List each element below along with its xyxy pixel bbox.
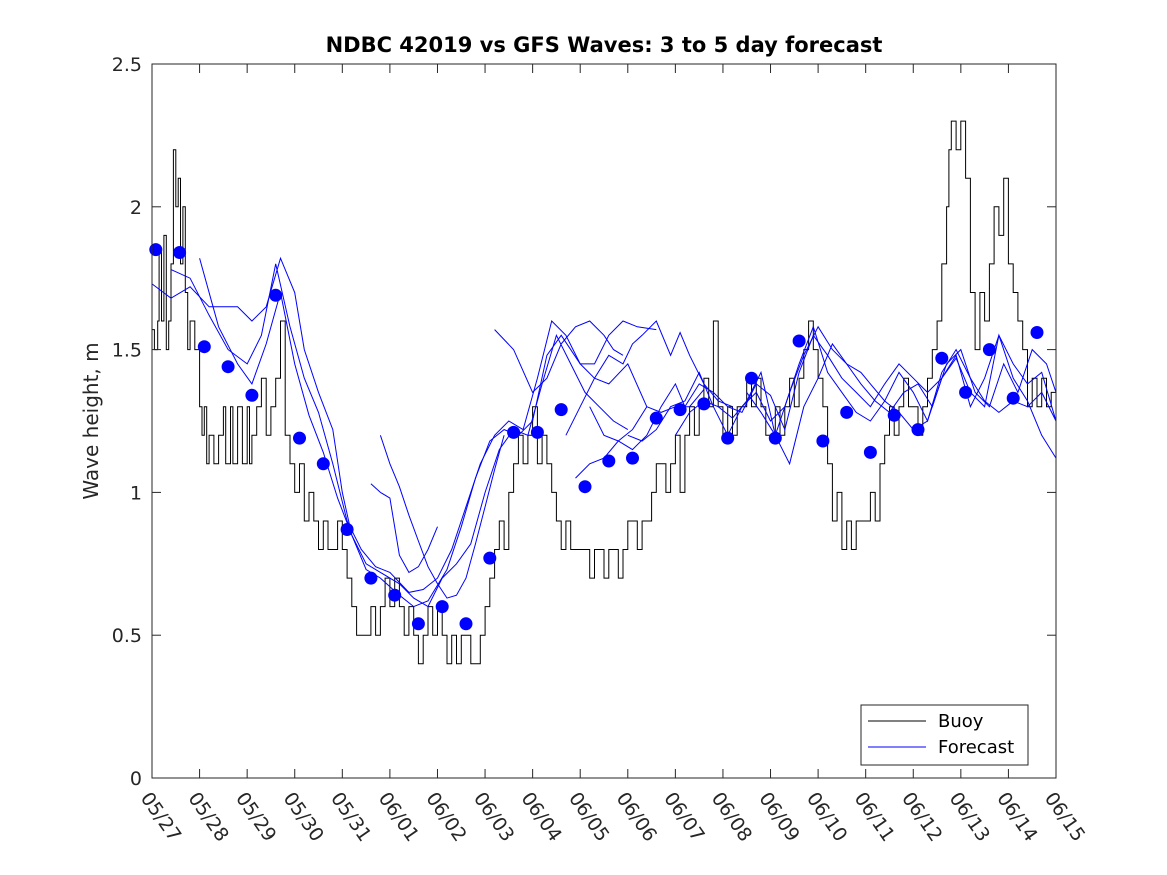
x-tick-label-7: 06/03 [469, 788, 518, 845]
x-tick-label-5: 06/01 [374, 788, 423, 845]
forecast-point-25 [745, 371, 758, 385]
x-tick-label-9: 06/05 [564, 788, 613, 845]
forecast-point-12 [435, 600, 449, 614]
x-tick-label-14: 06/10 [802, 788, 851, 845]
forecast-point-17 [554, 403, 568, 417]
forecast-point-31 [887, 408, 901, 422]
forecast-point-3 [221, 360, 235, 374]
forecast-point-19 [602, 454, 616, 468]
forecast-point-6 [293, 431, 306, 445]
forecast-line-6 [494, 320, 624, 394]
forecast-line-11 [370, 483, 438, 574]
forecast-line-5 [746, 325, 1057, 437]
legend-box [860, 704, 1029, 766]
x-tick-label-10: 06/06 [612, 788, 661, 845]
y-tick-label-3: 1.5 [112, 340, 142, 362]
forecast-point-28 [816, 434, 830, 448]
plot-area [149, 120, 1057, 665]
forecast-line-3 [589, 333, 1057, 459]
axes-frame [151, 63, 1057, 779]
x-tick-label-1: 05/28 [184, 788, 233, 845]
forecast-point-33 [935, 351, 949, 365]
forecast-point-36 [1006, 391, 1020, 405]
x-tick-label-6: 06/02 [421, 788, 470, 845]
forecast-line-4 [627, 325, 1057, 442]
x-tick-label-3: 05/30 [279, 788, 328, 845]
forecast-point-34 [959, 385, 973, 399]
forecast-line-1 [170, 263, 657, 593]
forecast-line-0 [151, 256, 629, 608]
forecast-point-14 [483, 551, 497, 565]
forecast-point-27 [792, 334, 806, 348]
x-tick-label-17: 06/13 [945, 788, 994, 845]
forecast-point-15 [507, 425, 521, 439]
forecast-point-11 [411, 617, 425, 631]
y-tick-label-2: 1 [130, 482, 142, 504]
forecast-point-5 [269, 288, 283, 302]
forecast-point-8 [340, 523, 354, 536]
x-tick-label-16: 06/12 [897, 788, 946, 845]
x-tick-label-18: 06/14 [992, 788, 1041, 845]
buoy-series-line [152, 120, 1057, 665]
forecast-point-7 [316, 457, 330, 471]
legend-forecast-label: Forecast [938, 737, 1014, 758]
y-axis-label: Wave height, m [79, 342, 103, 499]
x-tick-label-19: 06/15 [1040, 788, 1089, 845]
forecast-line-7 [565, 320, 733, 436]
forecast-point-24 [721, 431, 735, 445]
forecast-point-26 [768, 431, 782, 445]
y-tick-label-5: 2.5 [112, 54, 142, 76]
forecast-point-16 [530, 425, 544, 439]
forecast-point-20 [626, 451, 639, 465]
x-tick-label-2: 05/29 [231, 788, 280, 845]
y-tick-label-1: 0.5 [112, 625, 142, 647]
forecast-point-1 [173, 246, 187, 259]
forecast-point-18 [578, 480, 592, 494]
forecast-point-23 [697, 397, 711, 411]
legend-buoy-label: Buoy [938, 711, 984, 732]
forecast-point-35 [982, 343, 996, 357]
forecast-point-0 [149, 243, 163, 257]
forecast-line-10 [379, 435, 505, 599]
forecast-point-22 [673, 403, 687, 417]
y-tick-label-4: 2 [130, 197, 142, 219]
forecast-point-37 [1030, 326, 1044, 339]
forecast-point-32 [911, 423, 925, 437]
x-tick-label-13: 06/09 [754, 788, 803, 845]
forecast-line-9 [674, 342, 1057, 466]
y-tick-label-0: 0 [130, 768, 142, 790]
forecast-point-30 [863, 445, 877, 459]
forecast-point-21 [649, 411, 663, 425]
x-tick-label-15: 06/11 [850, 788, 899, 845]
forecast-point-29 [840, 405, 854, 419]
x-tick-label-0: 05/27 [136, 788, 185, 845]
x-tick-label-12: 06/08 [707, 788, 756, 845]
legend: Buoy Forecast [860, 704, 1029, 766]
forecast-point-2 [197, 340, 211, 354]
x-tick-label-11: 06/07 [659, 788, 708, 845]
x-tick-label-4: 05/31 [326, 788, 375, 845]
forecast-point-10 [388, 588, 402, 602]
chart-title: NDBC 42019 vs GFS Waves: 3 to 5 day fore… [326, 33, 883, 57]
x-tick-label-8: 06/04 [517, 788, 566, 845]
forecast-point-13 [459, 617, 473, 631]
forecast-point-9 [364, 571, 378, 585]
forecast-point-4 [245, 388, 259, 402]
